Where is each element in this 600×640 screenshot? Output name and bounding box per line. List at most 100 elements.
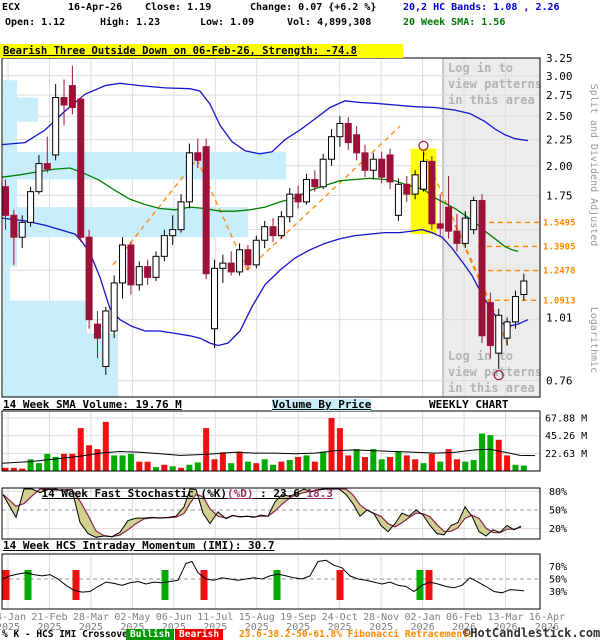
volume-bar (286, 460, 293, 471)
date-axis-label: 13-Mar (487, 612, 523, 623)
candle-body (244, 249, 252, 266)
price-axis-label: 0.76 (546, 375, 573, 388)
price-axis-label: 1.01 (546, 311, 573, 324)
volume-bar (94, 449, 101, 471)
candle-body (152, 255, 160, 278)
volume-bar (487, 435, 494, 471)
volume-bar (253, 463, 260, 471)
candle-body (169, 229, 177, 237)
volume-by-price-bar (3, 207, 248, 238)
volume-bar (194, 462, 201, 471)
candle-body (369, 158, 377, 171)
candle-body (311, 179, 319, 188)
volume-bar (278, 461, 285, 471)
quote-date: 16-Apr-26 (68, 2, 123, 13)
ticker-symbol: ECX (2, 2, 21, 13)
candle-body (127, 244, 135, 286)
volume-bar (361, 456, 368, 471)
stochastic-k-value: : 23.6 (253, 487, 307, 500)
copyright-link[interactable]: ©HotCandlestick.com (463, 626, 600, 640)
date-axis-label: 2025 (37, 622, 61, 633)
volume-bar (236, 451, 243, 471)
volume-bar (445, 449, 452, 471)
sma20-value: 20 Week SMA: 1.56 (403, 17, 506, 28)
volume-bar (35, 463, 42, 471)
imi-crossover-bar (273, 570, 281, 600)
volume-bar (395, 451, 402, 471)
lower-band-line (1, 217, 529, 347)
sma20-line (1, 167, 519, 253)
logarithmic-side-label: Logarithmic (588, 307, 599, 373)
volume-axis-label: 45.26 M (545, 431, 587, 442)
price-axis-label: 3.25 (546, 52, 573, 65)
volume-bar (412, 459, 419, 471)
volume-by-price-bar (3, 97, 38, 122)
volume-by-price-bar (3, 333, 118, 397)
volume-bar (169, 466, 176, 471)
candle-body (227, 262, 235, 273)
candle-body (85, 236, 93, 321)
stochastic-d-line (2, 488, 522, 538)
candle-body (277, 216, 285, 237)
login-overlay-text: in this area (448, 93, 535, 107)
volume-bar (453, 459, 460, 471)
login-overlay-text: in this area (448, 381, 535, 395)
imi-crossover-bar (2, 570, 10, 600)
candle-body (93, 323, 101, 339)
date-axis-label: 11-Jul (197, 612, 233, 623)
volume-bar (420, 463, 427, 471)
volume-bar (127, 453, 134, 471)
candle-body (219, 262, 227, 269)
imi-crossover-bar (161, 570, 169, 600)
volume-bar (320, 451, 327, 471)
volume-bar (19, 468, 26, 471)
login-overlay-text: Log in to (448, 349, 513, 363)
fibonacci-level-label: 1.3905 (543, 242, 576, 252)
candle-body (77, 98, 85, 238)
candle-body (420, 160, 427, 190)
pattern-banner-link[interactable]: Bearish Three Outside Down on 06-Feb-26,… (0, 44, 403, 58)
date-axis-label: 28-Nov (363, 612, 399, 623)
stochastic-k-label[interactable]: 14 Week Fast Stochastic (%K) (41, 487, 227, 500)
candle-body (511, 295, 519, 323)
candle-body (144, 266, 152, 278)
date-axis-label: 06-Feb (446, 612, 482, 623)
date-axis-label: 2026 (452, 622, 476, 633)
candle-body (328, 136, 336, 160)
volume-bar (152, 467, 159, 471)
login-overlay-text: view patterns (448, 77, 542, 91)
volume-bar (328, 417, 335, 471)
candle-body (294, 193, 302, 203)
pattern-marker-circle (493, 370, 504, 381)
candle-body (445, 206, 453, 232)
volume-bar (10, 467, 17, 471)
stochastic-d-value: 18.3 (306, 487, 333, 500)
imi-panel-title-link[interactable]: 14 Week HCS Intraday Momentum (IMI): 30.… (3, 539, 275, 552)
date-axis-label: 2025 (0, 622, 20, 633)
volume-bar (261, 459, 268, 471)
imi-axis-label: 30% (549, 587, 567, 598)
imi-crossover-bar (72, 570, 80, 600)
volume-bar (370, 449, 377, 471)
fibonacci-level-label: 1.2478 (543, 267, 576, 277)
imi-crossover-bar (200, 570, 208, 600)
stochastic-d-label[interactable]: (%D) (226, 487, 254, 500)
volume-bar (211, 459, 218, 471)
fibonacci-diagonal-line (246, 125, 401, 271)
stochastic-panel-frame (1, 487, 541, 540)
candle-body (361, 152, 369, 171)
candle-body (2, 186, 9, 216)
candle-body (43, 163, 51, 170)
volume-bar (161, 464, 168, 471)
imi-panel-frame (1, 553, 541, 610)
candle-body (336, 122, 344, 138)
candle-body (211, 267, 218, 330)
date-axis-label: 2025 (79, 622, 103, 633)
volume-panel-title-link[interactable]: 14 Week SMA Volume: 19.76 M (3, 398, 182, 411)
volume-bar (504, 455, 511, 471)
date-axis-label: 19-Sep (280, 612, 316, 623)
volume-bar (178, 467, 185, 471)
volume-bar (44, 453, 51, 471)
candle-body (411, 174, 419, 195)
